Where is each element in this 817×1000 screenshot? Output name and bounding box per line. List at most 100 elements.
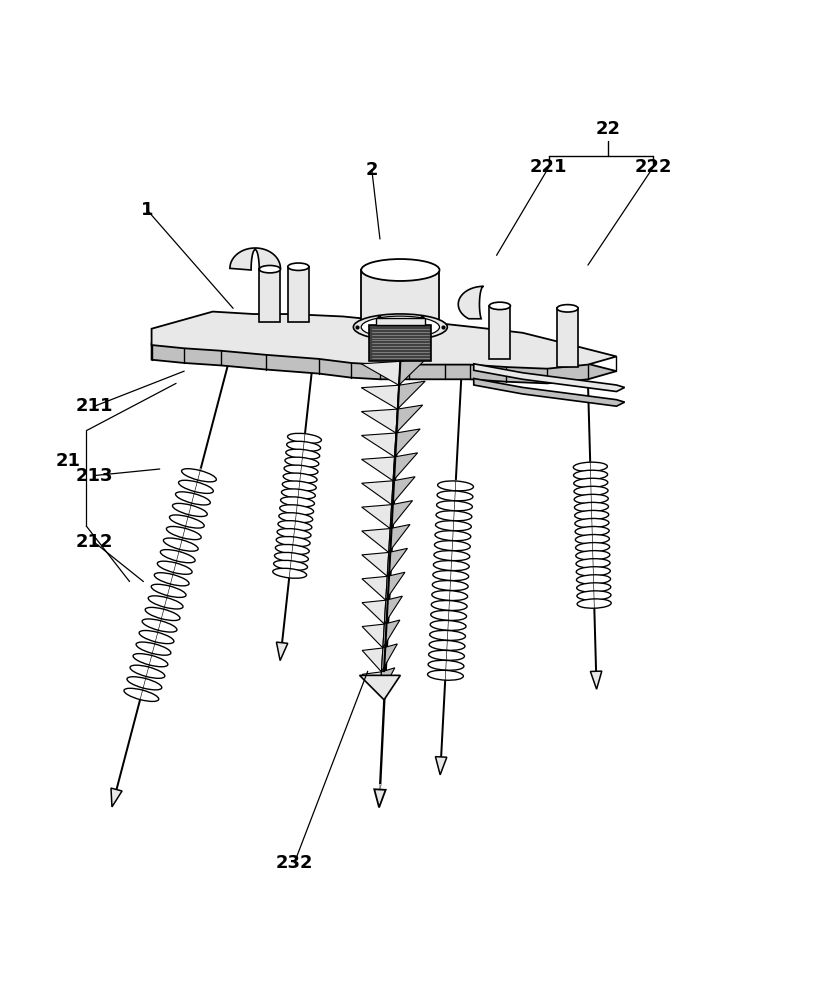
Ellipse shape <box>286 449 319 459</box>
Ellipse shape <box>285 457 319 467</box>
Ellipse shape <box>575 535 609 544</box>
Polygon shape <box>362 600 386 624</box>
Ellipse shape <box>438 481 474 491</box>
Polygon shape <box>396 405 422 433</box>
Ellipse shape <box>179 480 213 493</box>
Polygon shape <box>362 529 391 552</box>
Ellipse shape <box>557 305 578 312</box>
Polygon shape <box>362 552 389 576</box>
Polygon shape <box>383 620 400 648</box>
Ellipse shape <box>574 478 608 488</box>
Ellipse shape <box>288 433 321 443</box>
Ellipse shape <box>577 599 611 608</box>
Polygon shape <box>374 789 386 807</box>
Text: 213: 213 <box>76 467 114 485</box>
Text: 2: 2 <box>365 161 378 179</box>
Polygon shape <box>557 308 578 367</box>
Ellipse shape <box>427 670 463 680</box>
Ellipse shape <box>151 584 186 597</box>
Ellipse shape <box>428 660 464 670</box>
Ellipse shape <box>576 559 610 568</box>
Ellipse shape <box>574 462 607 472</box>
Ellipse shape <box>575 527 609 536</box>
Polygon shape <box>362 672 382 696</box>
Ellipse shape <box>281 489 315 499</box>
Ellipse shape <box>431 601 467 610</box>
Ellipse shape <box>574 510 609 520</box>
Polygon shape <box>386 572 405 600</box>
Text: 221: 221 <box>530 158 568 176</box>
Polygon shape <box>288 267 309 322</box>
Ellipse shape <box>431 610 467 620</box>
Ellipse shape <box>176 492 210 505</box>
Polygon shape <box>376 318 425 325</box>
Ellipse shape <box>288 263 309 270</box>
Text: 232: 232 <box>275 854 313 872</box>
Polygon shape <box>361 433 396 457</box>
Ellipse shape <box>574 486 608 496</box>
Ellipse shape <box>436 501 472 511</box>
Ellipse shape <box>433 561 469 571</box>
Ellipse shape <box>436 511 472 521</box>
Polygon shape <box>369 325 431 361</box>
Ellipse shape <box>124 688 158 701</box>
Ellipse shape <box>576 551 609 560</box>
Ellipse shape <box>139 631 174 644</box>
Polygon shape <box>474 364 625 392</box>
Polygon shape <box>230 248 280 270</box>
Polygon shape <box>276 642 288 661</box>
Ellipse shape <box>354 314 448 340</box>
Polygon shape <box>389 524 410 552</box>
Polygon shape <box>435 757 447 775</box>
Ellipse shape <box>275 552 308 562</box>
Ellipse shape <box>274 560 307 570</box>
Ellipse shape <box>160 550 195 563</box>
Ellipse shape <box>574 470 608 480</box>
Ellipse shape <box>167 526 201 540</box>
Ellipse shape <box>136 642 171 655</box>
Ellipse shape <box>433 571 469 581</box>
Ellipse shape <box>429 650 464 660</box>
Polygon shape <box>111 788 122 807</box>
Ellipse shape <box>278 521 312 531</box>
Ellipse shape <box>158 561 192 574</box>
Ellipse shape <box>437 491 473 501</box>
Polygon shape <box>359 675 400 700</box>
Ellipse shape <box>127 677 162 690</box>
Ellipse shape <box>283 473 317 483</box>
Text: 22: 22 <box>596 120 621 138</box>
Ellipse shape <box>280 497 315 507</box>
Ellipse shape <box>276 537 310 546</box>
Ellipse shape <box>169 515 204 528</box>
Ellipse shape <box>361 259 440 281</box>
Ellipse shape <box>148 596 183 609</box>
Polygon shape <box>362 624 384 648</box>
Text: 21: 21 <box>56 452 81 470</box>
Polygon shape <box>259 269 280 322</box>
Ellipse shape <box>435 521 471 531</box>
Ellipse shape <box>576 567 610 576</box>
Ellipse shape <box>283 481 316 491</box>
Ellipse shape <box>432 581 468 591</box>
Ellipse shape <box>130 665 165 678</box>
Polygon shape <box>384 596 403 624</box>
Ellipse shape <box>145 607 180 621</box>
Ellipse shape <box>361 316 440 338</box>
Polygon shape <box>395 429 420 457</box>
Ellipse shape <box>163 538 199 551</box>
Polygon shape <box>152 312 617 369</box>
Ellipse shape <box>273 568 306 578</box>
Polygon shape <box>397 381 425 409</box>
Ellipse shape <box>434 551 470 561</box>
Ellipse shape <box>432 591 467 601</box>
Polygon shape <box>458 286 484 319</box>
Ellipse shape <box>133 654 167 667</box>
Ellipse shape <box>430 630 466 640</box>
Polygon shape <box>591 671 602 689</box>
Ellipse shape <box>172 503 208 517</box>
Polygon shape <box>362 648 383 672</box>
Ellipse shape <box>287 441 320 451</box>
Text: 212: 212 <box>76 533 114 551</box>
Ellipse shape <box>574 502 609 512</box>
Text: 211: 211 <box>76 397 114 415</box>
